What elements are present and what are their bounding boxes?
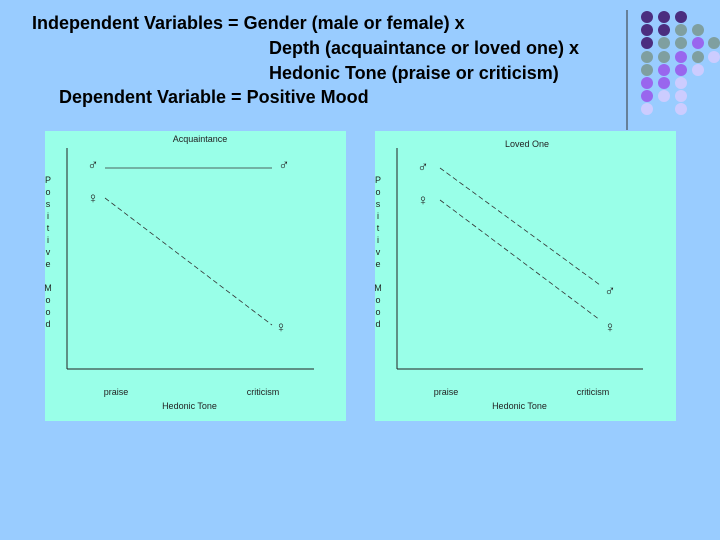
header-line: Dependent Variable = Positive Mood [59, 87, 369, 107]
y-axis-label: Positive Mood [373, 175, 383, 331]
panel [375, 131, 676, 421]
header-line: Hedonic Tone (praise or criticism) [269, 63, 559, 83]
dot [675, 103, 687, 115]
x-category: praise [104, 387, 129, 397]
dot [641, 64, 653, 76]
dot [708, 37, 720, 49]
header-line: Depth (acquaintance or loved one) x [269, 38, 579, 58]
dot [658, 37, 670, 49]
trend-line [439, 199, 601, 321]
dot [641, 77, 653, 89]
dot [692, 37, 704, 49]
dot [675, 64, 687, 76]
dot [641, 11, 653, 23]
dot [675, 90, 687, 102]
dot [658, 77, 670, 89]
dot [658, 24, 670, 36]
dot [641, 37, 653, 49]
x-category: criticism [247, 387, 280, 397]
dot [675, 11, 687, 23]
panel [45, 131, 346, 421]
trend-line [439, 167, 601, 286]
gender-symbol: ♀ [604, 319, 615, 336]
dot [658, 51, 670, 63]
dot [692, 24, 704, 36]
dot [675, 51, 687, 63]
dot [675, 24, 687, 36]
dot [692, 51, 704, 63]
y-axis-label: Positive Mood [43, 175, 53, 331]
dot [675, 37, 687, 49]
dot [675, 77, 687, 89]
panel-title: Loved One [505, 139, 549, 149]
gender-symbol: ♂ [604, 283, 615, 300]
gender-symbol: ♀ [87, 190, 98, 207]
dot [658, 90, 670, 102]
dot [641, 103, 653, 115]
gender-symbol: ♀ [417, 192, 428, 209]
decoration [641, 11, 720, 115]
gender-symbol: ♂ [417, 159, 428, 176]
dot [658, 11, 670, 23]
dot [658, 64, 670, 76]
dot [641, 90, 653, 102]
gender-symbol: ♀ [275, 319, 286, 336]
trend-line [104, 197, 273, 326]
dot [641, 51, 653, 63]
x-category: criticism [577, 387, 610, 397]
x-axis-label: Hedonic Tone [492, 401, 547, 411]
header-line: Independent Variables = Gender (male or … [32, 13, 465, 33]
dot [641, 24, 653, 36]
panel-title: Acquaintance [173, 134, 228, 144]
gender-symbol: ♂ [87, 157, 98, 174]
dot [692, 64, 704, 76]
dot [708, 51, 720, 63]
x-category: praise [434, 387, 459, 397]
x-axis-label: Hedonic Tone [162, 401, 217, 411]
gender-symbol: ♂ [278, 157, 289, 174]
